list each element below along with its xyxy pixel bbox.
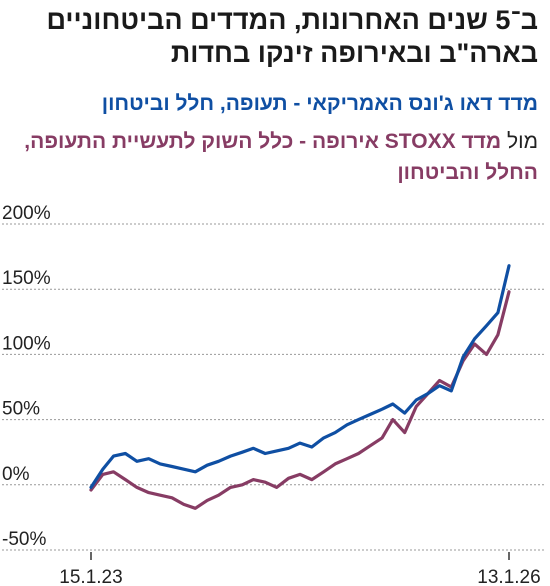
series-1-line [89, 264, 511, 489]
legend-series-1: מדד דאו ג'ונס האמריקאי - תעופה, חלל וביט… [101, 92, 538, 115]
chart-title-line-1: ב־5 שנים האחרונות, המדדים הביטחוניים [46, 5, 538, 35]
grid [2, 223, 546, 551]
x-axis: 15.1.23 13.1.26 [59, 552, 541, 586]
y-tick-label: 0% [2, 464, 30, 485]
legend-series-2-prefix: מול [506, 130, 538, 153]
y-tick-label: 150% [2, 268, 51, 289]
legend-series-2: מול מדד STOXX אירופה - כלל השוק לתעשיית … [8, 126, 538, 188]
legend-series-2-label: מדד STOXX אירופה - כלל השוק לתעשיית התעו… [24, 130, 538, 184]
y-axis: -50% 0% 50% 100% 150% 200% [2, 203, 51, 550]
x-tick-label: 15.1.23 [59, 567, 122, 586]
y-tick-label: 200% [2, 203, 51, 224]
series-lines [89, 264, 511, 510]
chart-title: ב־5 שנים האחרונות, המדדים הביטחוניים באר… [8, 4, 538, 70]
series-2-line [89, 290, 511, 510]
x-tick-label: 13.1.26 [477, 567, 540, 586]
y-tick-label: 100% [2, 333, 51, 354]
chart-title-line-2: בארה"ב ובאירופה זינקו בחדות [170, 38, 538, 68]
y-tick-label: 50% [2, 399, 40, 420]
y-tick-label: -50% [2, 529, 46, 550]
